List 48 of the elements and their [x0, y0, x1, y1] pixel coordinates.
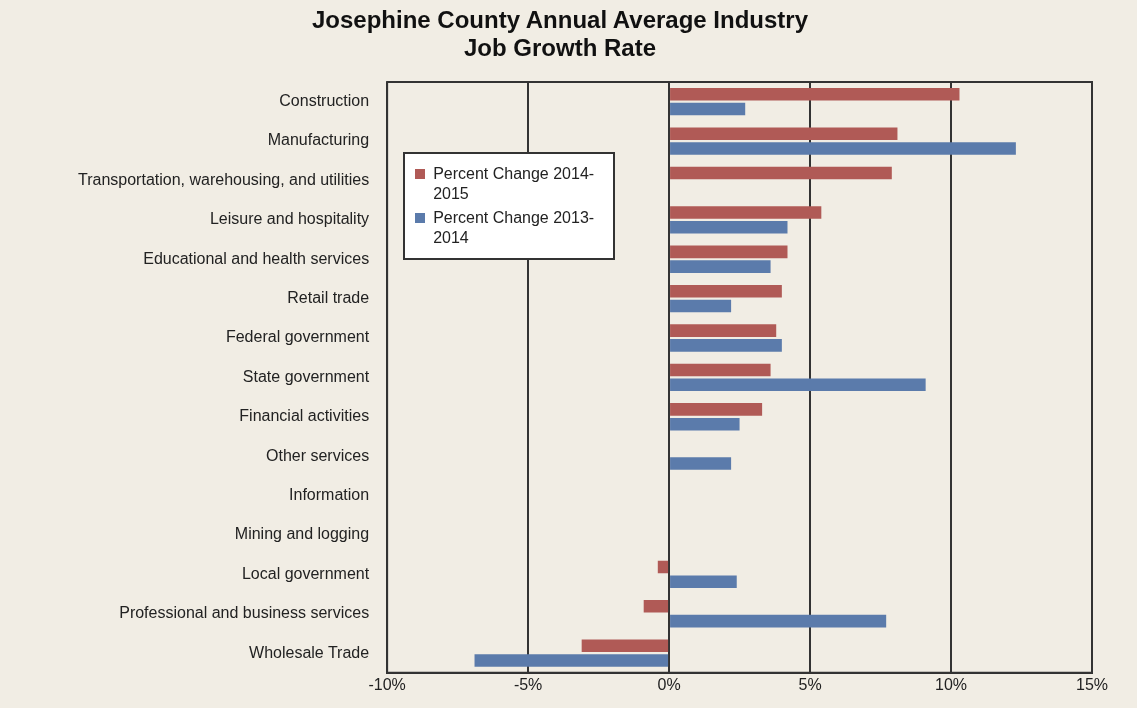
y-tick-label: Local government — [241, 564, 370, 582]
bar — [670, 245, 788, 259]
bar — [670, 299, 732, 313]
chart-title: Josephine County Annual Average Industry Job Growth Rate — [310, 6, 810, 62]
bar — [643, 600, 669, 613]
bar — [657, 560, 669, 574]
bar — [670, 127, 898, 140]
bar — [670, 457, 732, 470]
x-tick-label: 0% — [657, 675, 681, 693]
bar — [670, 142, 1016, 155]
bar — [670, 363, 771, 377]
y-tick-label: Mining and logging — [234, 525, 370, 543]
bar — [670, 324, 777, 337]
bar — [670, 284, 782, 298]
y-tick-label: Other services — [265, 446, 370, 464]
legend-label: Percent Change 2013-2014 — [433, 208, 596, 248]
y-tick-label: Retail trade — [287, 289, 370, 307]
bar — [670, 166, 892, 180]
bar — [670, 417, 740, 431]
bar — [670, 206, 822, 219]
bar — [670, 378, 926, 392]
y-tick-label: Professional and business services — [119, 604, 370, 622]
x-tick-label: -5% — [513, 675, 543, 693]
bar — [670, 102, 746, 116]
bar — [670, 88, 960, 101]
x-tick-label: -10% — [368, 675, 406, 693]
bar — [670, 339, 782, 352]
y-tick-label: Financial activities — [239, 407, 370, 425]
x-tick-label: 10% — [935, 675, 968, 693]
bar — [670, 614, 887, 628]
y-tick-label: Federal government — [225, 328, 370, 346]
y-tick-label: Leisure and hospitality — [209, 210, 370, 228]
y-tick-label: Construction — [279, 92, 370, 110]
bar — [670, 403, 763, 416]
x-tick-label: 15% — [1075, 675, 1109, 693]
bar — [670, 260, 771, 273]
y-tick-label: Manufacturing — [267, 131, 370, 149]
legend-label: Percent Change 2014-2015 — [433, 164, 596, 204]
bar — [581, 639, 669, 652]
y-tick-label: Wholesale Trade — [249, 643, 370, 661]
bar — [474, 654, 669, 667]
x-tick-label: 5% — [798, 675, 822, 693]
y-tick-label: State government — [242, 367, 370, 385]
y-tick-label: Educational and health services — [143, 249, 370, 267]
y-tick-label: Information — [289, 485, 370, 503]
bar — [670, 220, 788, 234]
bar — [670, 575, 737, 588]
y-tick-label: Transportation, warehousing, and utilities — [78, 170, 370, 188]
